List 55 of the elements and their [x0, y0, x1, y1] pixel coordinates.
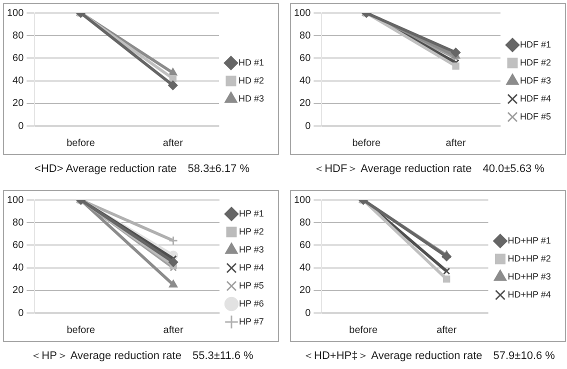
- y-tick-label: 20: [300, 98, 312, 110]
- y-tick-label: 20: [12, 285, 24, 296]
- text: ＜HDF＞ Average reduction rate 40.0±5.63 %: [312, 162, 546, 176]
- y-tick-label: 100: [294, 8, 312, 19]
- legend-label: HDF #3: [520, 75, 552, 86]
- x-tick-label: before: [66, 138, 96, 149]
- y-tick-label: 40: [12, 262, 24, 274]
- y-tick-label: 60: [12, 240, 24, 251]
- legend-label: HD #1: [238, 57, 264, 68]
- legend-label: HP #6: [238, 298, 264, 308]
- y-tick-label: 40: [300, 262, 312, 274]
- y-tick-label: 60: [12, 52, 24, 64]
- text: <HD> Average reduction rate 58.3±6.17 %: [34, 162, 250, 176]
- x-tick-label: after: [162, 138, 184, 149]
- legend-label: HP #2: [238, 226, 264, 236]
- legend-label: HP #1: [238, 208, 264, 218]
- legend-label: HD #3: [238, 93, 264, 104]
- legend-label: HD+HP #2: [508, 253, 551, 264]
- y-tick-label: 0: [305, 308, 312, 319]
- legend-label: HD+HP #4: [508, 289, 551, 300]
- text: ＜HD+HP‡＞ Average reduction rate 57.9±10.6 %: [302, 349, 556, 363]
- legend-label: HD+HP #1: [508, 235, 551, 246]
- legend-label: HDF #2: [520, 57, 552, 68]
- x-tick-label: after: [436, 324, 458, 336]
- y-tick-label: 100: [294, 194, 312, 206]
- legend-label: HD #2: [238, 75, 264, 86]
- y-tick-label: 20: [300, 285, 312, 296]
- y-tick-label: 80: [12, 30, 24, 42]
- legend-label: HDF #1: [520, 39, 552, 50]
- legend-label: HP #4: [238, 262, 264, 272]
- y-tick-label: 100: [6, 8, 24, 19]
- y-tick-label: 80: [300, 30, 312, 42]
- x-tick-label: before: [349, 324, 378, 336]
- y-tick-label: 0: [18, 308, 24, 319]
- legend-label: HDF #4: [520, 93, 552, 104]
- y-tick-label: 60: [300, 240, 312, 251]
- y-tick-label: 40: [12, 76, 24, 87]
- y-tick-label: 40: [300, 76, 312, 87]
- y-tick-label: 0: [18, 120, 24, 132]
- y-tick-label: 20: [12, 98, 24, 110]
- y-tick-label: 80: [12, 217, 24, 228]
- y-tick-label: 60: [300, 52, 312, 64]
- legend-label: HP #3: [238, 244, 264, 254]
- legend-label: HP #5: [238, 280, 264, 290]
- y-tick-label: 80: [300, 217, 312, 228]
- x-tick-label: after: [163, 324, 184, 336]
- legend-label: HP #7: [238, 316, 264, 326]
- x-tick-label: before: [352, 138, 381, 149]
- y-tick-label: 0: [305, 120, 312, 132]
- legend-label: HD+HP #3: [508, 271, 551, 282]
- y-tick-label: 100: [6, 194, 24, 206]
- text: ＜HP＞ Average reduction rate 55.3±11.6 %: [30, 349, 254, 363]
- x-tick-label: before: [66, 324, 96, 336]
- legend-label: HDF #5: [520, 111, 552, 122]
- x-tick-label: after: [446, 138, 466, 149]
